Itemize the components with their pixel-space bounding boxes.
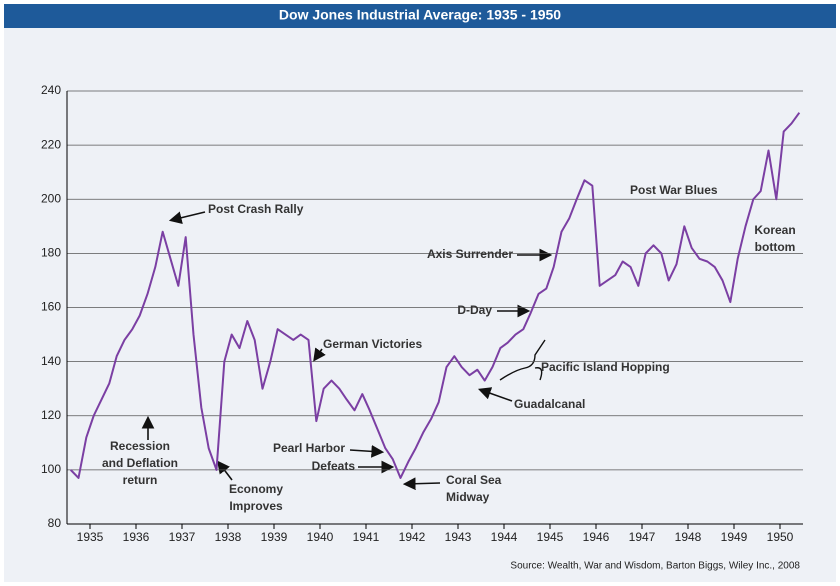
x-tick-label: 1938 <box>215 530 242 544</box>
price-line <box>69 112 801 479</box>
title-bar <box>4 4 836 28</box>
x-tick-label: 1948 <box>675 530 702 544</box>
annotation: Improves <box>229 499 283 513</box>
annotation: Midway <box>446 490 490 504</box>
x-tick-label: 1935 <box>77 530 104 544</box>
annotation: Guadalcanal <box>514 397 585 411</box>
y-tick-label: 180 <box>41 246 61 260</box>
y-tick-label: 80 <box>48 516 62 530</box>
x-tick-label: 1936 <box>123 530 150 544</box>
y-tick-label: 100 <box>41 462 61 476</box>
source-note: Source: Wealth, War and Wisdom, Barton B… <box>510 561 800 572</box>
annotation-arrows <box>141 211 553 491</box>
x-tick-label: 1947 <box>629 530 656 544</box>
x-tick-label: 1949 <box>721 530 748 544</box>
chart-title: Dow Jones Industrial Average: 1935 - 195… <box>279 7 561 23</box>
y-tick-label: 200 <box>41 191 61 205</box>
annotation: bottom <box>755 240 796 254</box>
annotation: Korean <box>754 223 795 237</box>
x-tick-label: 1939 <box>261 530 288 544</box>
x-tick-label: 1945 <box>537 530 564 544</box>
x-tick-label: 1944 <box>491 530 518 544</box>
annotation: D-Day <box>457 303 492 317</box>
annotation: German Victories <box>323 337 422 351</box>
x-tick-label: 1941 <box>353 530 380 544</box>
y-tick-label: 240 <box>41 83 61 97</box>
x-tick-label: 1937 <box>169 530 196 544</box>
annotation: Economy <box>229 482 283 496</box>
x-tick-label: 1942 <box>399 530 426 544</box>
annotation: Pacific Island Hopping <box>541 360 670 374</box>
y-tick-label: 140 <box>41 354 61 368</box>
x-tick-label: 1946 <box>583 530 610 544</box>
x-tick-label: 1950 <box>767 530 794 544</box>
y-tick-label: 220 <box>41 137 61 151</box>
x-tick-label: 1943 <box>445 530 472 544</box>
y-tick-label: 120 <box>41 408 61 422</box>
chart-background <box>4 4 836 582</box>
annotation: Defeats <box>312 459 356 473</box>
y-tick-label: 160 <box>41 300 61 314</box>
annotation: Post War Blues <box>630 183 718 197</box>
annotation: Recession <box>110 439 170 453</box>
x-tick-label: 1940 <box>307 530 334 544</box>
annotation: Post Crash Rally <box>208 202 304 216</box>
annotation: and Deflation <box>102 456 178 470</box>
annotation: Axis Surrender <box>427 247 513 261</box>
annotation: Pearl Harbor <box>273 441 345 455</box>
annotation: return <box>123 473 158 487</box>
annotation: Coral Sea <box>446 473 502 487</box>
